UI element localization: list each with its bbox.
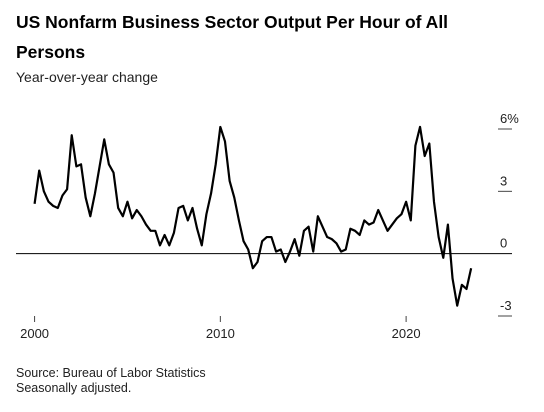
y-tick-label: 0 <box>500 236 507 251</box>
data-line <box>33 125 473 307</box>
y-tick-label: 3 <box>500 173 507 188</box>
note: Seasonally adjusted. <box>16 381 131 395</box>
chart-title: US Nonfarm Business Sector Output Per Ho… <box>16 12 448 32</box>
source: Source: Bureau of Labor Statistics <box>16 366 206 380</box>
x-tick-label: 2010 <box>206 326 235 341</box>
chart-subtitle: Year-over-year change <box>16 69 158 85</box>
y-tick-label: -3 <box>500 298 512 313</box>
x-tick-label: 2000 <box>20 326 49 341</box>
y-tick-label: 6% <box>500 111 519 126</box>
x-tick-label: 2020 <box>392 326 421 341</box>
chart-title: Persons <box>16 42 85 62</box>
